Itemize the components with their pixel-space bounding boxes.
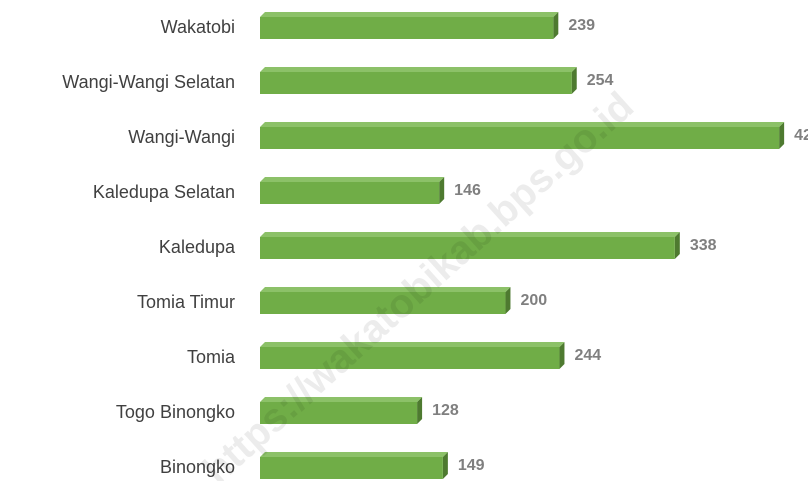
value-label: 128 — [432, 402, 459, 419]
category-label: Wakatobi — [161, 17, 235, 37]
bar-side — [439, 177, 445, 204]
value-label: 423 — [794, 127, 808, 144]
value-label: 149 — [458, 457, 485, 474]
bar — [260, 182, 440, 204]
bar — [260, 347, 560, 369]
value-label: 244 — [574, 347, 601, 364]
category-label: Tomia Timur — [137, 292, 235, 312]
bar-side — [505, 287, 511, 314]
bar-top — [260, 122, 785, 127]
bar-top — [260, 342, 565, 347]
category-label: Wangi-Wangi Selatan — [62, 72, 235, 92]
bar — [260, 127, 780, 149]
value-label: 254 — [587, 72, 614, 89]
value-label: 338 — [690, 237, 717, 254]
bar-side — [674, 232, 680, 259]
bar — [260, 292, 506, 314]
bar-top — [260, 452, 448, 457]
bar — [260, 402, 418, 424]
value-label: 146 — [454, 182, 481, 199]
bar — [260, 72, 572, 94]
bar-side — [442, 452, 448, 479]
bar-side — [559, 342, 565, 369]
category-label: Wangi-Wangi — [128, 127, 235, 147]
bar-side — [571, 67, 577, 94]
bar — [260, 457, 443, 479]
bar — [260, 17, 554, 39]
category-label: Binongko — [160, 457, 235, 477]
bar — [260, 237, 675, 259]
bar-top — [260, 177, 445, 182]
category-label: Tomia — [187, 347, 236, 367]
category-label: Kaledupa — [159, 237, 236, 257]
value-label: 200 — [520, 292, 547, 309]
bar-top — [260, 397, 423, 402]
bar-side — [417, 397, 423, 424]
category-label: Kaledupa Selatan — [93, 182, 235, 202]
category-label: Togo Binongko — [116, 402, 235, 422]
value-label: 239 — [568, 17, 595, 34]
bar-top — [260, 232, 680, 237]
bar-side — [553, 12, 559, 39]
bar-top — [260, 12, 559, 17]
bar-top — [260, 287, 511, 292]
bar-top — [260, 67, 577, 72]
bar-side — [779, 122, 785, 149]
